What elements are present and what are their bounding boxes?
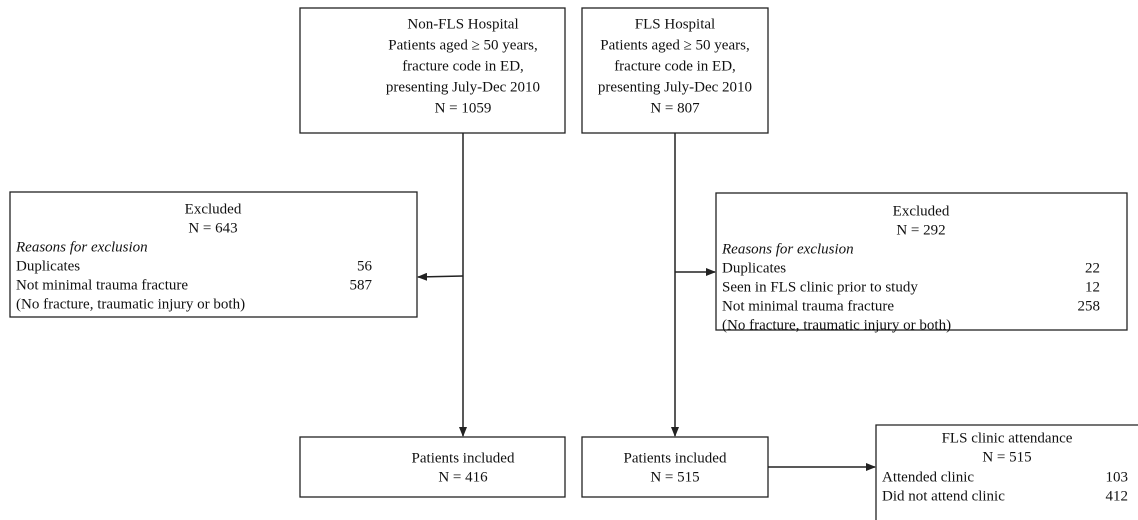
box-text: Patients included [624,450,727,466]
box-text: presenting July-Dec 2010 [386,79,540,95]
box [9,191,418,318]
box-text: Patients included [412,450,515,466]
box-text: FLS Hospital [635,16,715,32]
row-value: 587 [350,277,373,293]
row-label: Did not attend clinic [882,488,1005,504]
box-title: FLS clinic attendance [942,430,1073,446]
box [299,7,566,134]
box-count: N = 292 [896,222,945,238]
box-count: N = 643 [188,220,237,236]
box-subtitle: Reasons for exclusion [721,241,854,257]
box [875,424,1138,520]
box-title: Excluded [893,203,950,219]
content: Non-FLS Hospital Patients aged ≥ 50 years… [15,16,1128,504]
box-text: Patients aged ≥ 50 years, [600,37,749,53]
box [299,436,566,498]
box-text: presenting July-Dec 2010 [598,79,752,95]
box-text: N = 515 [650,469,699,485]
box-count: N = 515 [982,449,1031,465]
row-label: Duplicates [16,258,80,274]
box-subtitle: Reasons for exclusion [15,239,148,255]
row-value: 56 [357,258,373,274]
box-title: Excluded [185,201,242,217]
box-text: Non-FLS Hospital [407,16,518,32]
box-text: fracture code in ED, [402,58,524,74]
box-note: (No fracture, traumatic injury or both) [722,317,951,333]
box [581,7,769,134]
row-label: Duplicates [722,260,786,276]
box-text: N = 807 [650,100,700,116]
row-value: 258 [1078,298,1101,314]
box [581,436,769,498]
row-value: 22 [1085,260,1100,276]
box-note: (No fracture, traumatic injury or both) [16,296,245,312]
row-value: 103 [1106,469,1129,485]
row-label: Not minimal trauma fracture [722,298,894,314]
row-label: Attended clinic [882,469,974,485]
box-text: Patients aged ≥ 50 years, [388,37,537,53]
row-label: Seen in FLS clinic prior to study [722,279,918,295]
box-text: N = 1059 [435,100,492,116]
row-value: 412 [1106,488,1129,504]
box-text: N = 416 [438,469,488,485]
row-value: 12 [1085,279,1100,295]
box-text: fracture code in ED, [614,58,736,74]
row-label: Not minimal trauma fracture [16,277,188,293]
arrow [417,272,464,281]
box [715,192,1128,331]
